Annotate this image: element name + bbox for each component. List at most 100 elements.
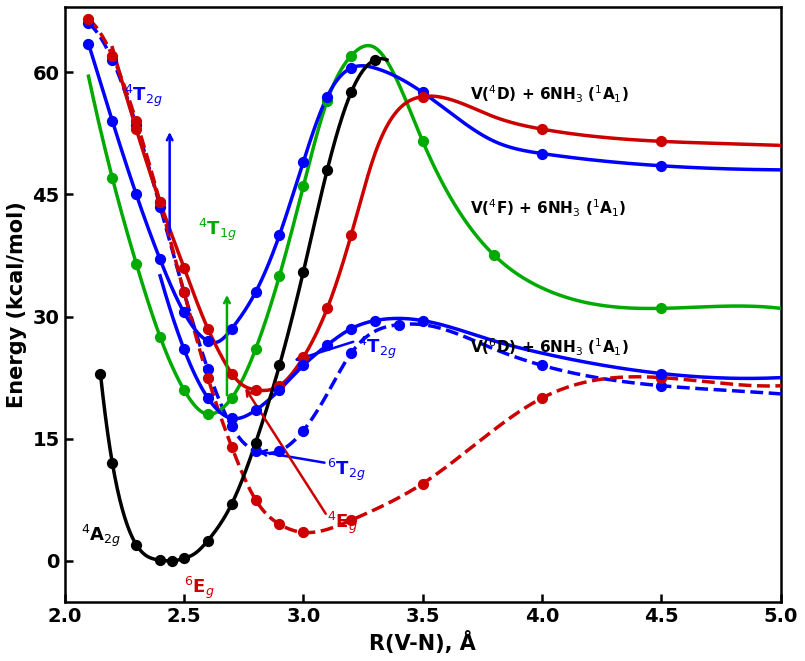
Point [345, 50, 357, 61]
Point [535, 124, 548, 134]
Point [178, 262, 191, 273]
Point [225, 368, 238, 379]
Point [416, 136, 429, 147]
Point [201, 336, 214, 346]
Text: $^4$T$_{1g}$: $^4$T$_{1g}$ [198, 217, 237, 243]
Point [321, 340, 334, 350]
Point [225, 442, 238, 452]
Point [130, 116, 142, 126]
Point [201, 364, 214, 375]
Point [297, 425, 310, 436]
X-axis label: R(V-N), Å: R(V-N), Å [369, 631, 476, 654]
Text: $^4$T$_{2g}$: $^4$T$_{2g}$ [124, 83, 163, 108]
Point [369, 315, 382, 326]
Point [82, 18, 95, 28]
Point [655, 372, 668, 383]
Point [130, 120, 142, 130]
Point [416, 315, 429, 326]
Point [345, 87, 357, 98]
Point [535, 393, 548, 403]
Point [250, 446, 262, 456]
Text: V($^4$F) + 6NH$_3$ ($^1$A$_1$): V($^4$F) + 6NH$_3$ ($^1$A$_1$) [470, 198, 627, 219]
Point [130, 539, 142, 550]
Point [297, 360, 310, 371]
Point [297, 352, 310, 362]
Point [273, 385, 286, 395]
Point [106, 55, 119, 65]
Point [201, 372, 214, 383]
Point [106, 458, 119, 469]
Point [201, 393, 214, 403]
Text: V($^4$D) + 6NH$_3$ ($^1$A$_1$): V($^4$D) + 6NH$_3$ ($^1$A$_1$) [470, 84, 630, 105]
Point [535, 360, 548, 371]
Point [250, 344, 262, 354]
Y-axis label: Energy (kcal/mol): Energy (kcal/mol) [7, 201, 27, 408]
Point [655, 136, 668, 147]
Point [297, 157, 310, 167]
Point [321, 91, 334, 102]
Point [178, 553, 191, 564]
Text: $^6$T$_{2g}$: $^6$T$_{2g}$ [328, 457, 366, 483]
Point [655, 303, 668, 314]
Point [416, 478, 429, 488]
Point [94, 368, 107, 379]
Point [130, 258, 142, 269]
Point [321, 95, 334, 106]
Text: $^4$T$_{2g}$: $^4$T$_{2g}$ [358, 335, 397, 361]
Point [345, 515, 357, 525]
Point [345, 63, 357, 73]
Point [250, 385, 262, 395]
Point [201, 409, 214, 420]
Text: $^4$E$_g$: $^4$E$_g$ [328, 510, 358, 536]
Point [321, 165, 334, 175]
Point [130, 124, 142, 134]
Point [106, 50, 119, 61]
Point [82, 38, 95, 49]
Point [345, 348, 357, 358]
Point [225, 413, 238, 424]
Point [225, 323, 238, 334]
Point [273, 446, 286, 456]
Point [154, 555, 167, 565]
Point [655, 381, 668, 391]
Point [250, 494, 262, 505]
Point [345, 323, 357, 334]
Point [154, 201, 167, 212]
Text: V($^6$D) + 6NH$_3$ ($^1$A$_1$): V($^6$D) + 6NH$_3$ ($^1$A$_1$) [470, 336, 630, 358]
Point [273, 270, 286, 281]
Point [154, 332, 167, 342]
Point [488, 250, 501, 260]
Point [321, 303, 334, 314]
Point [178, 307, 191, 318]
Point [166, 556, 179, 566]
Point [416, 87, 429, 98]
Point [178, 287, 191, 297]
Point [273, 519, 286, 529]
Point [250, 287, 262, 297]
Point [201, 323, 214, 334]
Point [392, 319, 405, 330]
Point [297, 181, 310, 192]
Point [154, 197, 167, 208]
Point [225, 498, 238, 509]
Point [178, 344, 191, 354]
Point [655, 368, 668, 379]
Point [345, 230, 357, 241]
Point [297, 527, 310, 537]
Point [154, 197, 167, 208]
Point [225, 393, 238, 403]
Point [535, 148, 548, 159]
Point [655, 161, 668, 171]
Point [250, 405, 262, 416]
Point [201, 535, 214, 546]
Point [106, 173, 119, 183]
Text: $^6$E$_g$: $^6$E$_g$ [184, 575, 215, 602]
Point [130, 189, 142, 200]
Text: $^4$A$_{2g}$: $^4$A$_{2g}$ [81, 522, 122, 549]
Point [297, 266, 310, 277]
Point [369, 55, 382, 65]
Point [416, 91, 429, 102]
Point [273, 230, 286, 241]
Point [178, 385, 191, 395]
Point [273, 381, 286, 391]
